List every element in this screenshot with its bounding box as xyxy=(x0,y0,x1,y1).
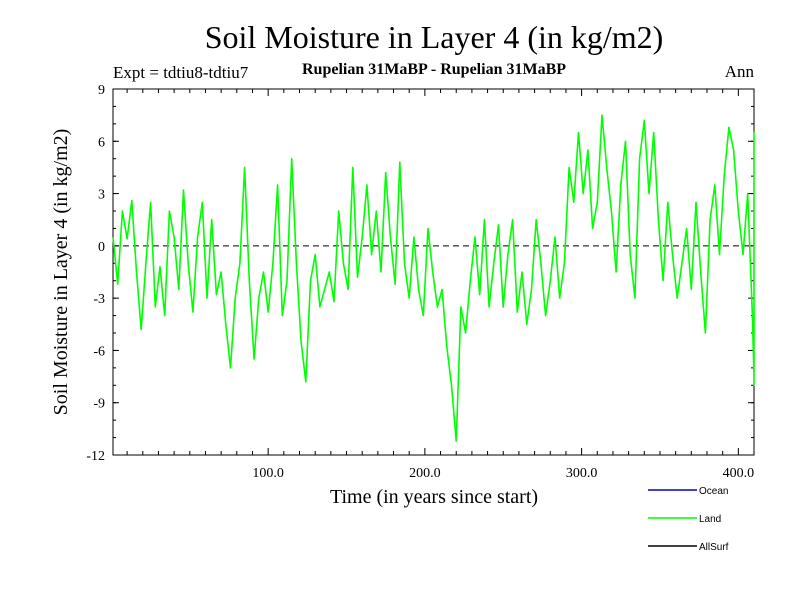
legend: Ocean Land AllSurf xyxy=(648,486,729,553)
legend-label-ocean: Ocean xyxy=(699,486,728,497)
y-tick-label: -3 xyxy=(93,292,105,307)
y-tick-label: 3 xyxy=(98,188,105,203)
series-line-land xyxy=(112,114,755,442)
y-tick-label: 6 xyxy=(98,135,105,150)
y-tick-label: -9 xyxy=(93,397,105,412)
y-tick-label: 0 xyxy=(98,240,105,255)
x-axis: 100.0 200.0 300.0 400.0 xyxy=(126,89,755,481)
chart-title: Soil Moisture in Layer 4 (in kg/m2) xyxy=(205,19,664,55)
period-label: Rupelian 31MaBP - Rupelian 31MaBP xyxy=(302,61,566,78)
legend-label-allsurf: AllSurf xyxy=(699,542,729,553)
y-tick-label: -12 xyxy=(86,449,105,464)
x-tick-label: 400.0 xyxy=(723,466,755,481)
y-tick-label: 9 xyxy=(98,83,105,98)
x-tick-label: 100.0 xyxy=(252,466,284,481)
legend-label-land: Land xyxy=(699,514,721,525)
x-axis-label: Time (in years since start) xyxy=(330,486,538,508)
x-tick-label: 300.0 xyxy=(566,466,598,481)
season-label: Ann xyxy=(725,62,755,81)
y-axis-label: Soil Moisture in Layer 4 (in kg/m2) xyxy=(50,129,72,416)
x-tick-label: 200.0 xyxy=(409,466,441,481)
experiment-label: Expt = tdtiu8-tdtiu7 xyxy=(113,63,249,82)
y-tick-label: -6 xyxy=(93,344,105,359)
